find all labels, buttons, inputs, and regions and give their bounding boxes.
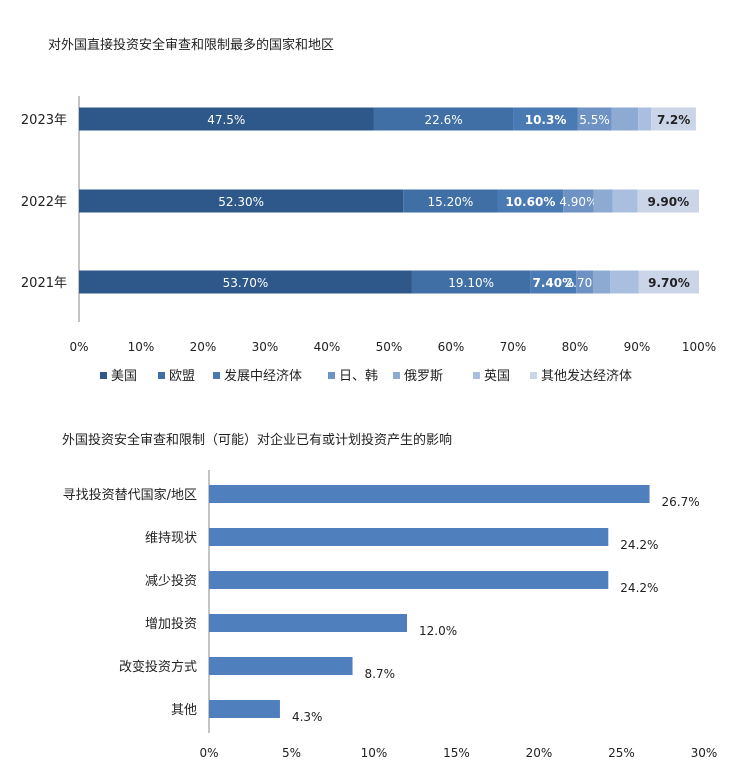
category-label: 寻找投资替代国家/地区 bbox=[63, 487, 197, 503]
x-tick-label: 30% bbox=[691, 746, 718, 760]
bar-segment bbox=[373, 107, 514, 131]
x-tick-label: 70% bbox=[500, 340, 527, 354]
bar-segment bbox=[577, 107, 612, 131]
bar bbox=[209, 571, 609, 589]
bar-segment bbox=[576, 270, 593, 294]
bar-segment bbox=[497, 189, 564, 213]
data-label: 52.30% bbox=[218, 195, 264, 209]
category-label: 减少投资 bbox=[145, 573, 197, 589]
legend-swatch bbox=[473, 372, 480, 379]
bar-segment bbox=[592, 270, 611, 294]
legend-label: 美国 bbox=[111, 369, 137, 384]
chart-title: 外国投资安全审查和限制（可能）对企业已有或计划投资产生的影响 bbox=[62, 433, 453, 448]
data-label: 22.6% bbox=[424, 113, 462, 127]
x-tick-label: 60% bbox=[438, 340, 465, 354]
stacked-bar-plot: 2023年 47.5% 22.6% 10.3% 5.5% 7.2% 2022年 52.30% 1… bbox=[21, 96, 716, 384]
data-label: 8.7% bbox=[365, 667, 396, 681]
category-label: 维持现状 bbox=[145, 531, 197, 546]
data-label: 5.5% bbox=[579, 113, 610, 127]
bar-segment bbox=[79, 270, 412, 294]
x-tick-label: 25% bbox=[608, 746, 635, 760]
bar bbox=[209, 700, 280, 718]
category-label: 2021年 bbox=[21, 276, 67, 291]
bar-segment bbox=[403, 189, 498, 213]
data-label: 10.3% bbox=[525, 113, 567, 127]
x-tick-label: 90% bbox=[624, 340, 651, 354]
legend-label: 英国 bbox=[484, 369, 510, 384]
bar-segment bbox=[610, 270, 639, 294]
bar-segment bbox=[79, 107, 374, 131]
x-tick-label: 40% bbox=[314, 340, 341, 354]
legend-swatch bbox=[213, 372, 220, 379]
bar bbox=[209, 485, 650, 503]
bar-segment bbox=[612, 189, 638, 213]
data-label: 47.5% bbox=[207, 113, 245, 127]
bar-segment bbox=[611, 107, 639, 131]
bar-segment bbox=[638, 270, 699, 294]
x-tick-label: 30% bbox=[252, 340, 279, 354]
legend-label: 日、韩 bbox=[339, 369, 378, 384]
category-label: 增加投资 bbox=[145, 616, 197, 632]
data-label: 4.90% bbox=[559, 195, 597, 209]
legend-label: 发展中经济体 bbox=[224, 368, 302, 384]
legend-label: 其他发达经济体 bbox=[541, 368, 632, 384]
category-label: 改变投资方式 bbox=[119, 659, 197, 675]
legend-swatch bbox=[158, 372, 165, 379]
data-label: 12.0% bbox=[419, 624, 457, 638]
category-label: 2023年 bbox=[21, 113, 67, 128]
x-tick-label: 5% bbox=[282, 746, 301, 760]
bar bbox=[209, 657, 353, 675]
bar-segment bbox=[593, 189, 613, 213]
data-label: 9.90% bbox=[647, 195, 689, 209]
category-label: 其他 bbox=[171, 703, 197, 718]
bar-segment bbox=[79, 189, 404, 213]
legend-swatch bbox=[328, 372, 335, 379]
x-tick-label: 0% bbox=[199, 746, 218, 760]
bar bbox=[209, 528, 609, 546]
data-label: 15.20% bbox=[427, 195, 473, 209]
data-label: 24.2% bbox=[620, 538, 658, 552]
legend-label: 俄罗斯 bbox=[404, 369, 443, 384]
x-tick-label: 20% bbox=[526, 746, 553, 760]
data-label: 7.2% bbox=[657, 113, 690, 127]
data-label: 7.40% bbox=[532, 276, 574, 290]
x-tick-label: 80% bbox=[562, 340, 589, 354]
data-label: 10.60% bbox=[505, 195, 555, 209]
chart-title: 对外国直接投资安全审查和限制最多的国家和地区 bbox=[48, 38, 335, 53]
legend-label: 欧盟 bbox=[169, 369, 195, 384]
x-tick-label: 0% bbox=[69, 340, 88, 354]
x-tick-label: 50% bbox=[376, 340, 403, 354]
data-label: 24.2% bbox=[620, 581, 658, 595]
x-tick-label: 100% bbox=[682, 340, 716, 354]
bar-segment bbox=[638, 107, 652, 131]
bar-segment bbox=[513, 107, 578, 131]
category-label: 2022年 bbox=[21, 195, 67, 210]
x-tick-label: 10% bbox=[361, 746, 388, 760]
bar-segment bbox=[530, 270, 577, 294]
data-label: 53.70% bbox=[223, 276, 269, 290]
data-label: 19.10% bbox=[448, 276, 494, 290]
bar-segment bbox=[411, 270, 531, 294]
data-label: 26.7% bbox=[662, 495, 700, 509]
legend-swatch bbox=[530, 372, 537, 379]
data-label: 4.3% bbox=[292, 710, 323, 724]
bar-segment bbox=[651, 107, 696, 131]
legend-swatch bbox=[393, 372, 400, 379]
bar bbox=[209, 614, 407, 632]
x-tick-label: 20% bbox=[190, 340, 217, 354]
x-tick-label: 10% bbox=[128, 340, 155, 354]
bar-segment bbox=[563, 189, 594, 213]
x-tick-label: 15% bbox=[443, 746, 470, 760]
data-label: 9.70% bbox=[648, 276, 690, 290]
legend-swatch bbox=[100, 372, 107, 379]
bar-segment bbox=[637, 189, 699, 213]
